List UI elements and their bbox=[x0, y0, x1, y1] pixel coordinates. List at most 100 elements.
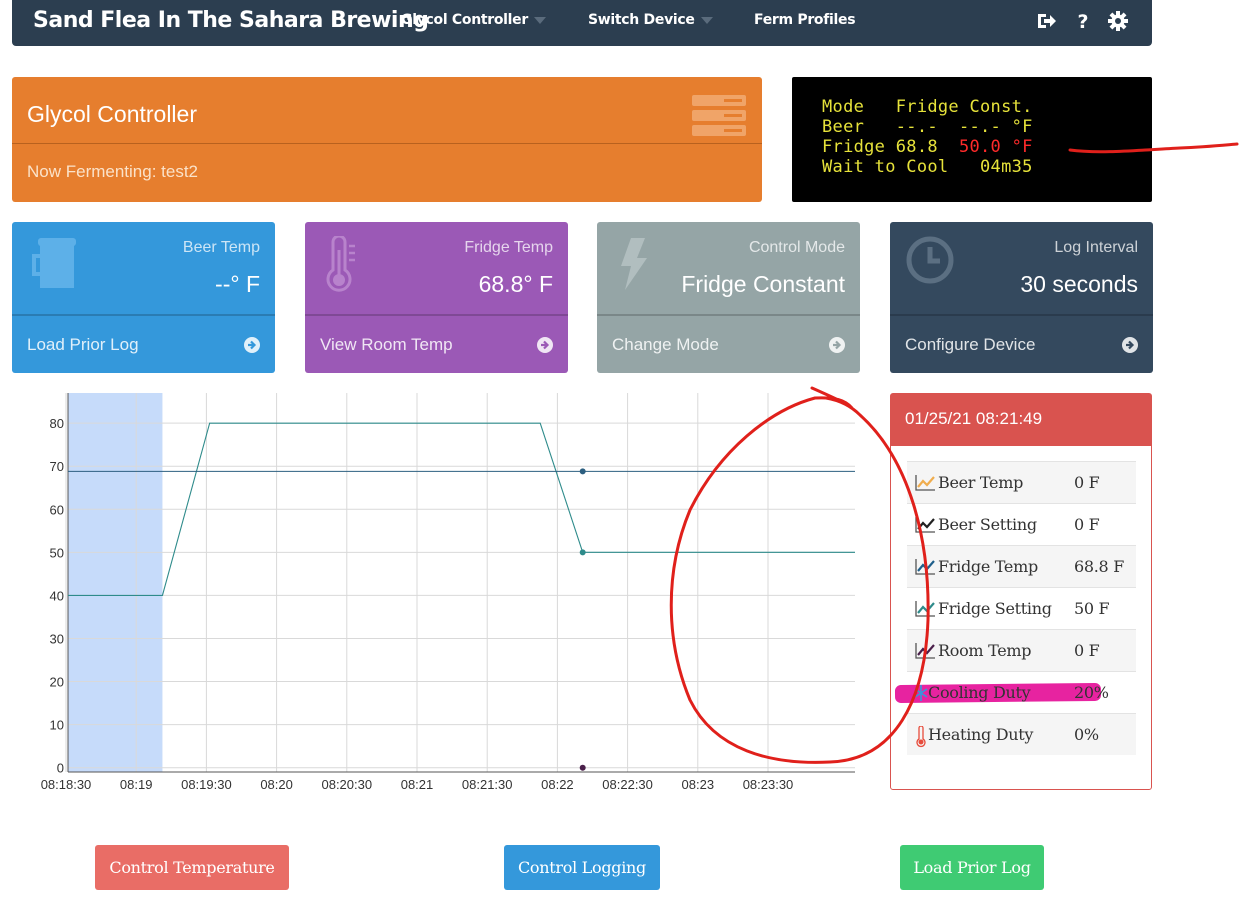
view-room-temp-link[interactable]: View Room Temp bbox=[305, 314, 568, 373]
y-tick-label: 20 bbox=[50, 675, 64, 690]
control-mode-panel: Control Mode Fridge Constant Change Mode bbox=[597, 222, 860, 373]
divider bbox=[12, 143, 762, 144]
data-point bbox=[579, 764, 586, 771]
legend-row[interactable]: Fridge Temp 68.8 F bbox=[907, 545, 1136, 587]
x-tick-label: 08:23 bbox=[682, 777, 715, 792]
nav-label: Glycol Controller bbox=[401, 12, 528, 28]
fermenting-status: Now Fermenting: test2 bbox=[27, 162, 199, 181]
arrow-circle-right-icon bbox=[829, 337, 845, 353]
legend-row[interactable]: Beer Temp 0 F bbox=[907, 461, 1136, 503]
x-tick-label: 08:18:30 bbox=[41, 777, 92, 792]
series-line bbox=[68, 422, 855, 596]
legend-row[interactable]: Heating Duty 0% bbox=[907, 713, 1136, 755]
panel-body: Log Interval 30 seconds bbox=[890, 222, 1153, 314]
legend-row[interactable]: Room Temp 0 F bbox=[907, 629, 1136, 671]
selection-region bbox=[68, 393, 163, 772]
load-prior-log-button[interactable]: Load Prior Log bbox=[900, 845, 1044, 890]
change-mode-link[interactable]: Change Mode bbox=[597, 314, 860, 373]
stat-link-label: Change Mode bbox=[612, 335, 719, 354]
thermometer-icon bbox=[326, 236, 355, 292]
line-chart-icon bbox=[915, 643, 935, 659]
control-mode-value: Fridge Constant bbox=[681, 271, 845, 297]
x-tick-label: 08:23:30 bbox=[743, 777, 794, 792]
legend-row[interactable]: Beer Setting 0 F bbox=[907, 503, 1136, 545]
control-logging-button[interactable]: Control Logging bbox=[504, 845, 660, 890]
legend-name: Cooling Duty bbox=[928, 683, 1031, 702]
arrow-circle-right-icon bbox=[244, 337, 260, 353]
configure-device-link[interactable]: Configure Device bbox=[890, 314, 1153, 373]
legend-row[interactable]: Fridge Setting 50 F bbox=[907, 587, 1136, 629]
legend-value: 20% bbox=[1074, 683, 1109, 702]
line-chart-icon bbox=[915, 517, 935, 533]
stat-label: Log Interval bbox=[1054, 239, 1138, 256]
gear-icon[interactable] bbox=[1107, 10, 1129, 32]
legend-value: 0 F bbox=[1074, 641, 1100, 660]
legend-value: 68.8 F bbox=[1074, 557, 1125, 576]
stat-label: Control Mode bbox=[748, 239, 845, 256]
lcd-fridge-setting: 50.0 °F bbox=[958, 137, 1033, 157]
x-tick-label: 08:20 bbox=[260, 777, 293, 792]
stat-link-label: Load Prior Log bbox=[27, 335, 139, 354]
control-temperature-button[interactable]: Control Temperature bbox=[95, 845, 289, 890]
lcd-line-3: Fridge 68.8 50.0 °F bbox=[822, 137, 1033, 157]
legend-name: Heating Duty bbox=[928, 725, 1034, 744]
y-tick-label: 70 bbox=[50, 459, 64, 474]
page-title: Glycol Controller bbox=[27, 101, 197, 127]
x-tick-label: 08:22:30 bbox=[602, 777, 653, 792]
brand[interactable]: Sand Flea In The Sahara Brewing bbox=[33, 8, 429, 33]
panel-body: Beer Temp --° F bbox=[12, 222, 275, 314]
line-chart-icon bbox=[915, 475, 935, 491]
legend-name: Beer Setting bbox=[938, 515, 1037, 534]
stat-label: Fridge Temp bbox=[464, 239, 553, 256]
y-tick-label: 50 bbox=[50, 545, 64, 560]
line-chart-icon bbox=[915, 601, 935, 617]
legend-value: 0 F bbox=[1074, 473, 1100, 492]
arrow-circle-right-icon bbox=[1122, 337, 1138, 353]
panel-body: Control Mode Fridge Constant bbox=[597, 222, 860, 314]
svg-text:?: ? bbox=[1077, 11, 1088, 32]
controller-header-panel: Glycol Controller Now Fermenting: test2 bbox=[12, 77, 762, 202]
y-tick-label: 60 bbox=[50, 502, 64, 517]
stat-link-label: View Room Temp bbox=[320, 335, 453, 354]
log-timestamp: 01/25/21 08:21:49 bbox=[905, 409, 1043, 428]
nav-ferm-profiles[interactable]: Ferm Profiles bbox=[754, 12, 856, 28]
fridge-temp-panel: Fridge Temp 68.8° F View Room Temp bbox=[305, 222, 568, 373]
arrow-circle-right-icon bbox=[537, 337, 553, 353]
beer-temp-value: --° F bbox=[215, 271, 260, 297]
lcd-line-4: Wait to Cool 04m35 bbox=[822, 157, 1033, 177]
x-tick-label: 08:21:30 bbox=[462, 777, 513, 792]
legend-table: Beer Temp 0 F Beer Setting 0 F Fridge Temp 68… bbox=[894, 461, 1136, 755]
thermometer-icon bbox=[916, 726, 926, 748]
lcd-line-3-label: Fridge 68.8 bbox=[822, 137, 959, 157]
server-icon bbox=[692, 95, 746, 136]
navbar: Sand Flea In The Sahara Brewing Glycol C… bbox=[12, 0, 1152, 46]
legend-value: 0% bbox=[1074, 725, 1099, 744]
nav-glycol-controller[interactable]: Glycol Controller bbox=[401, 12, 546, 28]
y-tick-label: 30 bbox=[50, 631, 64, 646]
nav-label: Ferm Profiles bbox=[754, 12, 856, 28]
log-interval-panel: Log Interval 30 seconds Configure Device bbox=[890, 222, 1153, 373]
lcd-line-2: Beer --.- --.- °F bbox=[822, 117, 1033, 137]
y-tick-label: 40 bbox=[50, 588, 64, 603]
beer-temp-panel: Beer Temp --° F Load Prior Log bbox=[12, 222, 275, 373]
help-icon[interactable]: ? bbox=[1072, 10, 1094, 32]
fridge-temp-value: 68.8° F bbox=[478, 271, 553, 297]
nav-label: Switch Device bbox=[588, 12, 695, 28]
sign-out-icon[interactable] bbox=[1035, 10, 1057, 32]
x-tick-label: 08:19 bbox=[120, 777, 153, 792]
panel-heading: 01/25/21 08:21:49 bbox=[891, 394, 1151, 446]
bolt-icon bbox=[621, 238, 647, 290]
lcd-display: Mode Fridge Const. Beer --.- --.- °F Fri… bbox=[792, 77, 1152, 202]
clock-icon bbox=[906, 236, 954, 284]
mug-icon bbox=[32, 238, 76, 288]
load-prior-log-link[interactable]: Load Prior Log bbox=[12, 314, 275, 373]
legend-row[interactable]: Cooling Duty 20% bbox=[894, 671, 1136, 713]
log-interval-value: 30 seconds bbox=[1020, 271, 1138, 297]
x-tick-label: 08:19:30 bbox=[181, 777, 232, 792]
temperature-chart[interactable]: 0 10 20 30 40 50 60 70 80 08:18:30 08:19 08:19:30 08… bbox=[30, 385, 870, 805]
chevron-down-icon bbox=[700, 16, 713, 24]
y-tick-label: 0 bbox=[57, 761, 64, 776]
legend-name: Fridge Setting bbox=[938, 599, 1052, 618]
nav-switch-device[interactable]: Switch Device bbox=[588, 12, 713, 28]
legend-value: 0 F bbox=[1074, 515, 1100, 534]
